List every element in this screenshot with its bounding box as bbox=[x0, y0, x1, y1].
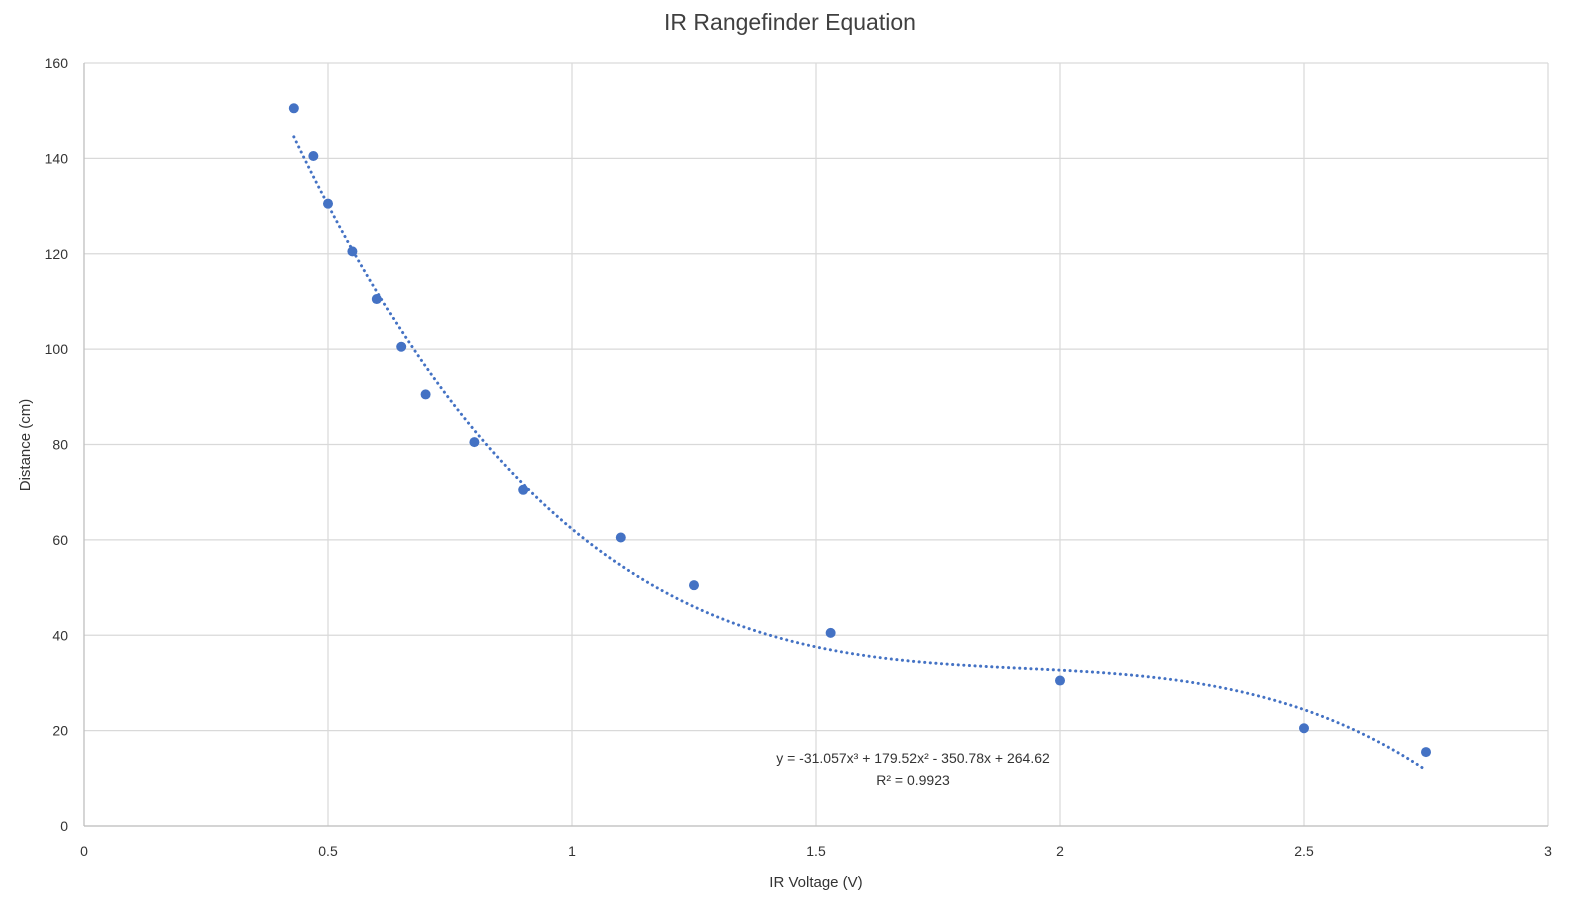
data-point bbox=[420, 389, 431, 400]
y-axis-title: Distance (cm) bbox=[17, 399, 34, 492]
chart-title: IR Rangefinder Equation bbox=[664, 9, 916, 35]
data-point bbox=[308, 150, 319, 161]
trendline-equation: y = -31.057x³ + 179.52x² - 350.78x + 264… bbox=[776, 750, 1050, 766]
axes bbox=[83, 63, 1548, 827]
y-tick-label: 160 bbox=[45, 55, 69, 71]
y-tick-label: 80 bbox=[52, 437, 68, 453]
tick-labels: 0 0.5 1 1.5 2 2.5 3 0 20 40 60 80 100 120 140 160 bbox=[45, 55, 1552, 859]
x-tick-label: 0 bbox=[80, 843, 88, 859]
data-point bbox=[1421, 747, 1431, 758]
x-tick-label: 2.5 bbox=[1294, 843, 1314, 859]
y-tick-label: 20 bbox=[52, 723, 68, 739]
data-point bbox=[288, 103, 299, 114]
y-tick-label: 0 bbox=[60, 818, 68, 834]
trendline-group bbox=[292, 135, 1428, 772]
x-tick-label: 3 bbox=[1544, 843, 1552, 859]
trendline bbox=[292, 135, 1428, 772]
trendline-r-squared: R² = 0.9923 bbox=[876, 772, 950, 788]
x-axis-title: IR Voltage (V) bbox=[769, 874, 862, 891]
x-tick-label: 1 bbox=[568, 843, 576, 859]
x-tick-label: 0.5 bbox=[318, 843, 338, 859]
data-points bbox=[288, 103, 1431, 758]
data-point bbox=[469, 437, 480, 448]
data-point bbox=[396, 341, 407, 352]
data-point bbox=[615, 532, 626, 543]
data-point bbox=[825, 627, 836, 638]
y-tick-label: 120 bbox=[45, 246, 69, 262]
data-point bbox=[1055, 675, 1065, 686]
data-point bbox=[323, 198, 333, 209]
y-tick-label: 140 bbox=[45, 150, 69, 166]
data-point bbox=[689, 580, 699, 591]
data-point bbox=[371, 294, 382, 305]
y-tick-label: 60 bbox=[52, 532, 68, 548]
y-tick-label: 40 bbox=[52, 627, 68, 643]
data-point bbox=[1299, 723, 1309, 734]
data-point bbox=[518, 484, 529, 495]
x-tick-label: 2 bbox=[1056, 843, 1064, 859]
data-point bbox=[347, 246, 358, 257]
y-tick-label: 100 bbox=[45, 341, 69, 357]
gridlines bbox=[83, 62, 1549, 827]
x-tick-label: 1.5 bbox=[806, 843, 826, 859]
